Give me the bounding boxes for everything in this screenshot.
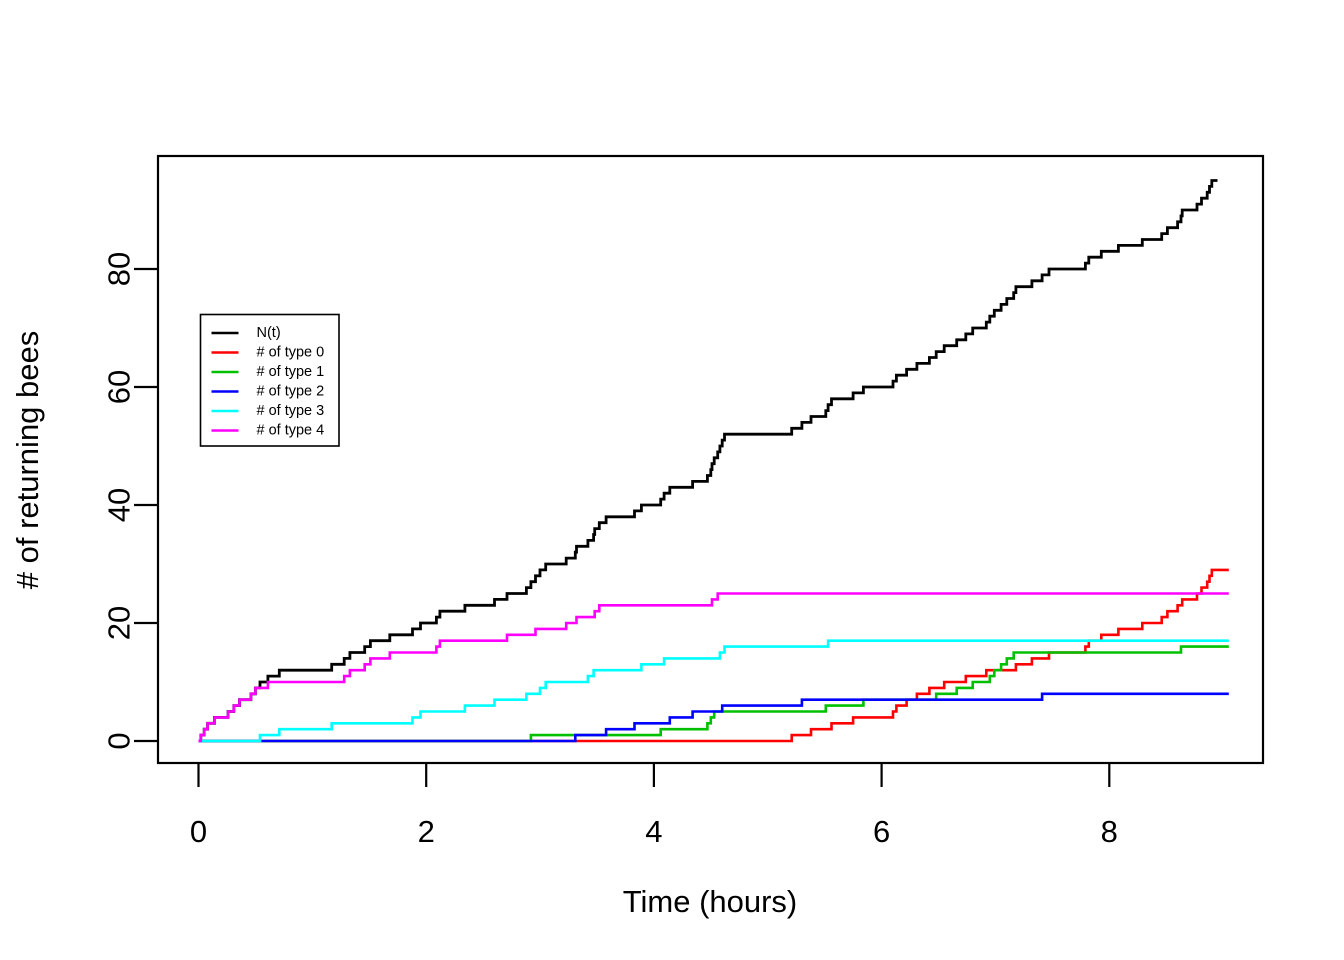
y-tick-label: 80 — [102, 252, 137, 286]
x-tick-label: 0 — [190, 814, 207, 849]
x-axis-ticks: 0 2 4 6 8 — [190, 763, 1118, 849]
y-tick-label: 20 — [102, 606, 137, 640]
x-axis-title: Time (hours) — [623, 884, 798, 919]
series-lines — [198, 179, 1229, 743]
legend-item: # of type 3 — [211, 403, 325, 419]
legend-label: # of type 4 — [257, 423, 325, 439]
plot-box — [156, 154, 1265, 765]
legend-item: # of type 0 — [211, 345, 325, 361]
x-tick-label: 8 — [1101, 814, 1118, 849]
series-line-type-1 — [198, 645, 1229, 743]
x-tick-label: 6 — [873, 814, 890, 849]
legend-item: # of type 4 — [211, 423, 325, 439]
y-axis-ticks: 0 20 40 60 80 — [102, 252, 158, 750]
legend-item: N(t) — [211, 325, 281, 341]
legend-box — [199, 313, 340, 447]
series-line-type-0 — [198, 568, 1229, 743]
series-line-type-4 — [198, 592, 1229, 743]
legend-label: # of type 1 — [257, 364, 325, 380]
legend-label: N(t) — [257, 325, 281, 341]
y-axis-title: # of returning bees — [10, 331, 45, 590]
y-tick-label: 60 — [102, 370, 137, 404]
legend-label: # of type 3 — [257, 403, 325, 419]
series-line-type-2 — [198, 692, 1229, 743]
y-tick-label: 40 — [102, 488, 137, 522]
legend-label: # of type 0 — [257, 345, 325, 361]
x-tick-label: 2 — [418, 814, 435, 849]
legend-item: # of type 2 — [211, 384, 325, 400]
y-tick-label: 0 — [102, 732, 137, 749]
x-tick-label: 4 — [645, 814, 662, 849]
series-line-type-3 — [198, 639, 1229, 743]
legend-item: # of type 1 — [211, 364, 325, 380]
legend-label: # of type 2 — [257, 384, 325, 400]
series-line-N(t) — [198, 179, 1218, 743]
legend: N(t) # of type 0 # of type 1 # of type 2 # o… — [199, 313, 340, 447]
